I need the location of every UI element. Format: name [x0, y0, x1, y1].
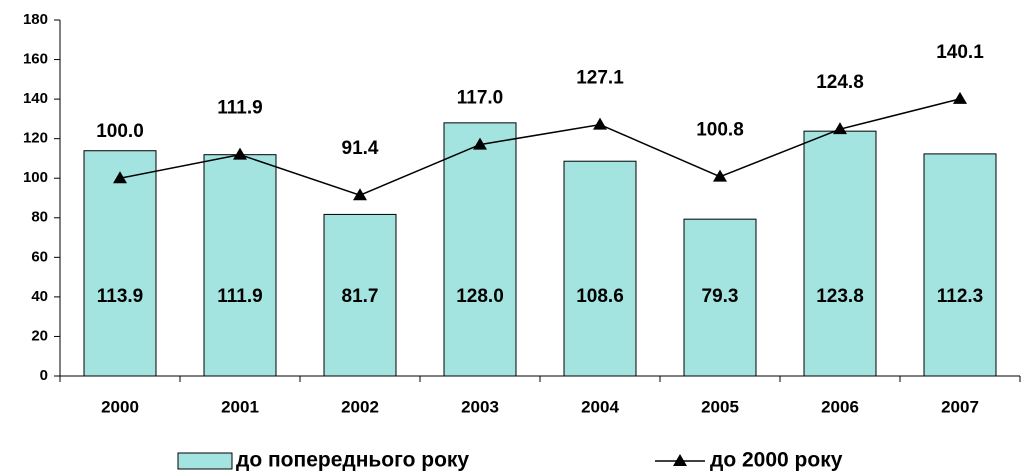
y-tick-label: 160	[23, 51, 48, 68]
y-tick-label: 40	[31, 288, 48, 305]
line-marker	[233, 147, 247, 160]
bar-value-label: 112.3	[937, 286, 984, 307]
line-value-label: 117.0	[457, 88, 504, 109]
line-marker	[593, 117, 607, 130]
line-marker	[353, 188, 367, 201]
bar-value-label: 128.0	[456, 286, 504, 307]
bar	[563, 160, 637, 377]
y-tick-label: 140	[23, 90, 48, 107]
bar-value-label: 108.6	[576, 286, 624, 307]
bar-value-label: 79.3	[702, 286, 739, 307]
y-tick-label: 0	[40, 367, 48, 384]
y-tick-label: 180	[23, 11, 48, 28]
x-tick-label: 2002	[341, 397, 379, 416]
x-tick-label: 2000	[101, 397, 139, 416]
y-tick-label: 100	[23, 169, 48, 186]
y-tick-label: 20	[31, 327, 48, 344]
x-tick-label: 2003	[461, 397, 499, 416]
x-tick-label: 2007	[941, 397, 979, 416]
bar	[83, 150, 157, 377]
x-tick-label: 2006	[821, 397, 859, 416]
bar	[203, 154, 277, 377]
bar-value-label: 113.9	[97, 286, 144, 307]
bar	[683, 218, 757, 377]
bar-value-label: 123.8	[816, 286, 864, 307]
y-tick-label: 80	[31, 209, 48, 226]
line-value-label: 111.9	[217, 98, 262, 119]
x-tick-label: 2005	[701, 397, 739, 416]
line-value-label: 124.8	[816, 72, 864, 93]
line-marker	[113, 171, 127, 184]
legend-label: до попереднього року	[236, 449, 469, 472]
bar	[323, 213, 397, 377]
line-value-label: 127.1	[576, 68, 624, 89]
bar-value-label: 81.7	[342, 286, 379, 307]
line	[119, 98, 961, 197]
legend-marker	[673, 454, 687, 466]
line-value-label: 100.8	[696, 120, 744, 141]
line-value-label: 140.1	[936, 42, 984, 63]
legend-swatch	[177, 452, 233, 470]
y-tick-label: 120	[23, 130, 48, 147]
y-tick-label: 60	[31, 248, 48, 265]
legend-label: до 2000 року	[710, 449, 843, 472]
x-tick-label: 2004	[581, 397, 619, 416]
line-marker	[953, 91, 967, 104]
line-value-label: 91.4	[342, 138, 379, 159]
line-marker	[833, 122, 847, 135]
bar	[443, 122, 517, 377]
bar	[923, 153, 997, 377]
bar-value-label: 111.9	[217, 286, 262, 307]
bar	[803, 130, 877, 377]
line-marker	[713, 169, 727, 182]
line-value-label: 100.0	[96, 121, 144, 142]
x-tick-label: 2001	[221, 397, 259, 416]
line-marker	[473, 137, 487, 150]
